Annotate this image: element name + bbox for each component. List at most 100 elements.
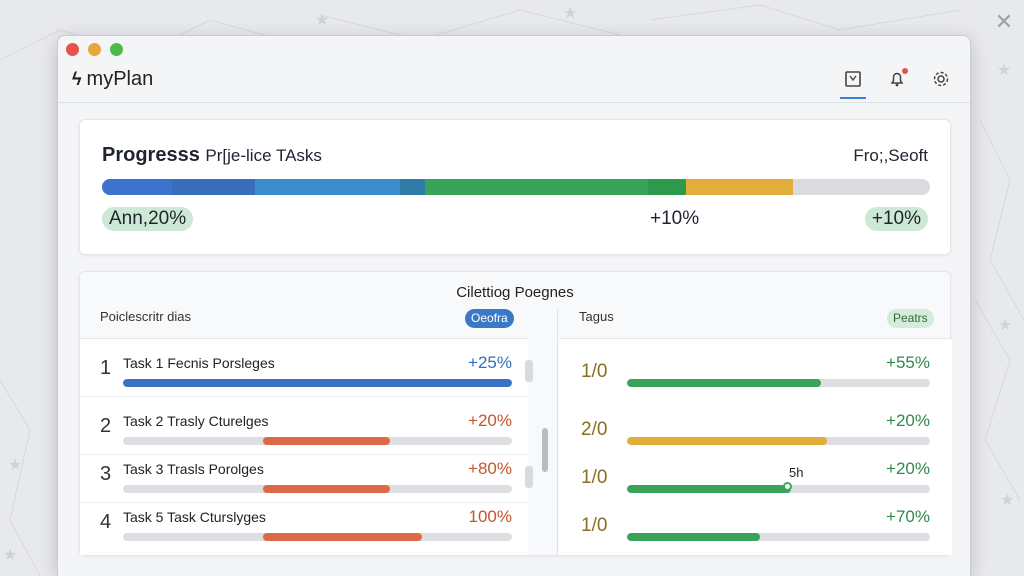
tag-row[interactable]: 1/0 5h +20% [559,445,952,503]
task-percent: +20% [468,411,512,430]
overall-progress-bar [102,179,930,195]
progress-left-pill: Ann,20% [102,207,194,231]
task-percent: +25% [468,353,512,372]
tag-progress-fill [627,437,827,445]
tag-row[interactable]: 1/0 +70% [559,493,952,551]
header-actions [840,68,952,99]
progress-segment [255,179,401,195]
scroll-handle-top[interactable] [525,360,533,382]
task-number: 4 [100,511,112,533]
task-row[interactable]: 2 Task 2 Trasly Cturelges +20% [80,397,528,455]
notification-dot [902,68,908,74]
task-percent: 100% [468,507,512,526]
bookmark-icon[interactable] [840,68,866,99]
tag-note: 5h [789,465,804,480]
progress-title-sub: Pr[je-lice TAsks [205,146,322,165]
task-number: 2 [100,415,112,437]
tag-progress-fill [627,379,821,387]
left-column-badge[interactable]: Oeofra [465,309,514,328]
tag-fraction: 2/0 [581,419,608,440]
task-progress-bar [123,437,512,445]
progress-title: Progresss Pr[je-lice TAsks [102,144,322,167]
svg-text:★: ★ [8,455,22,474]
progress-card: Progresss Pr[je-lice TAsks Fro;,Seoft An… [79,119,951,255]
scroll-handle-bottom[interactable] [525,466,533,488]
task-progress-fill [263,485,390,493]
progress-filter-label[interactable]: Fro;,Seoft [853,146,928,165]
progress-right-pill: +10% [864,207,928,231]
header-divider [58,102,970,103]
progress-title-main: Progresss [102,144,200,166]
app-brand[interactable]: ϟ myPlan [72,68,153,91]
progress-segment [102,179,173,195]
tag-progress-fill [627,533,761,541]
tag-fraction: 1/0 [581,361,608,382]
task-label: Task 2 Trasly Cturelges [123,413,269,429]
left-column-header: Poiclescritr dias [100,309,192,324]
svg-text:★: ★ [315,10,329,29]
task-label: Task 1 Fecnis Porsleges [123,355,275,371]
desktop-close-icon[interactable]: ✕ [994,9,1014,34]
task-row[interactable]: 4 Task 5 Task Cturslyges 100% [80,493,528,551]
scrollbar-thumb[interactable] [542,428,548,472]
bell-icon[interactable] [886,68,908,90]
progress-segment [400,179,425,195]
tag-rows: 1/0 +55% 2/0 +20% 1/0 5h +20% 1/0 +70% [559,338,952,555]
progress-segment [648,179,686,195]
svg-text:★: ★ [563,3,577,22]
svg-text:★: ★ [3,545,17,564]
tag-percent: +20% [886,411,930,430]
tag-percent: +20% [886,459,930,478]
list-title: Cilettiog Poegnes [456,284,574,301]
title-bar: ϟ myPlan [58,36,970,102]
progress-segment [685,179,794,195]
task-list-scrollbar[interactable] [525,338,550,555]
close-window-button[interactable] [66,43,79,56]
task-progress-fill [263,437,390,445]
tag-progress-fill [627,485,791,493]
app-name: myPlan [86,68,154,90]
right-column-badge[interactable]: Peatrs [887,309,934,328]
progress-slider-knob[interactable] [783,482,792,491]
row-divider [80,502,528,503]
column-divider [557,309,558,555]
tag-row[interactable]: 1/0 +55% [559,339,952,397]
task-list-panel: Cilettiog Poegnes Poiclescritr dias Oeof… [79,271,952,556]
tag-progress-bar [627,379,930,387]
task-number: 3 [100,463,112,485]
right-column-header: Tagus [579,309,614,324]
task-progress-bar [123,379,512,387]
task-row[interactable]: 3 Task 3 Trasls Porolges +80% [80,445,528,503]
task-progress-fill [263,533,423,541]
maximize-window-button[interactable] [110,43,123,56]
task-rows: 1 Task 1 Fecnis Porsleges +25% 2 Task 2 … [80,338,528,555]
window-controls [66,43,123,56]
task-row[interactable]: 1 Task 1 Fecnis Porsleges +25% [80,339,528,397]
task-label: Task 3 Trasls Porolges [123,461,264,477]
tag-fraction: 1/0 [581,515,608,536]
tag-progress-bar [627,437,930,445]
tag-progress-bar [627,485,930,493]
task-number: 1 [100,357,112,379]
tag-row[interactable]: 2/0 +20% [559,397,952,455]
row-divider [80,454,528,455]
tag-progress-bar [627,533,930,541]
gear-icon[interactable] [930,68,952,90]
svg-text:★: ★ [998,315,1012,334]
task-progress-bar [123,485,512,493]
progress-mid-value: +10% [650,208,700,229]
task-progress-bar [123,533,512,541]
task-percent: +80% [468,459,512,478]
task-label: Task 5 Task Cturslyges [123,509,266,525]
app-window: ϟ myPlan Progresss Pr[je-lice TAsks Fro;… [57,35,971,576]
svg-text:★: ★ [1000,490,1014,509]
svg-text:★: ★ [997,60,1011,79]
tag-percent: +55% [886,353,930,372]
progress-segment [172,179,256,195]
tag-fraction: 1/0 [581,467,608,488]
row-divider [80,396,528,397]
minimize-window-button[interactable] [88,43,101,56]
tag-percent: +70% [886,507,930,526]
